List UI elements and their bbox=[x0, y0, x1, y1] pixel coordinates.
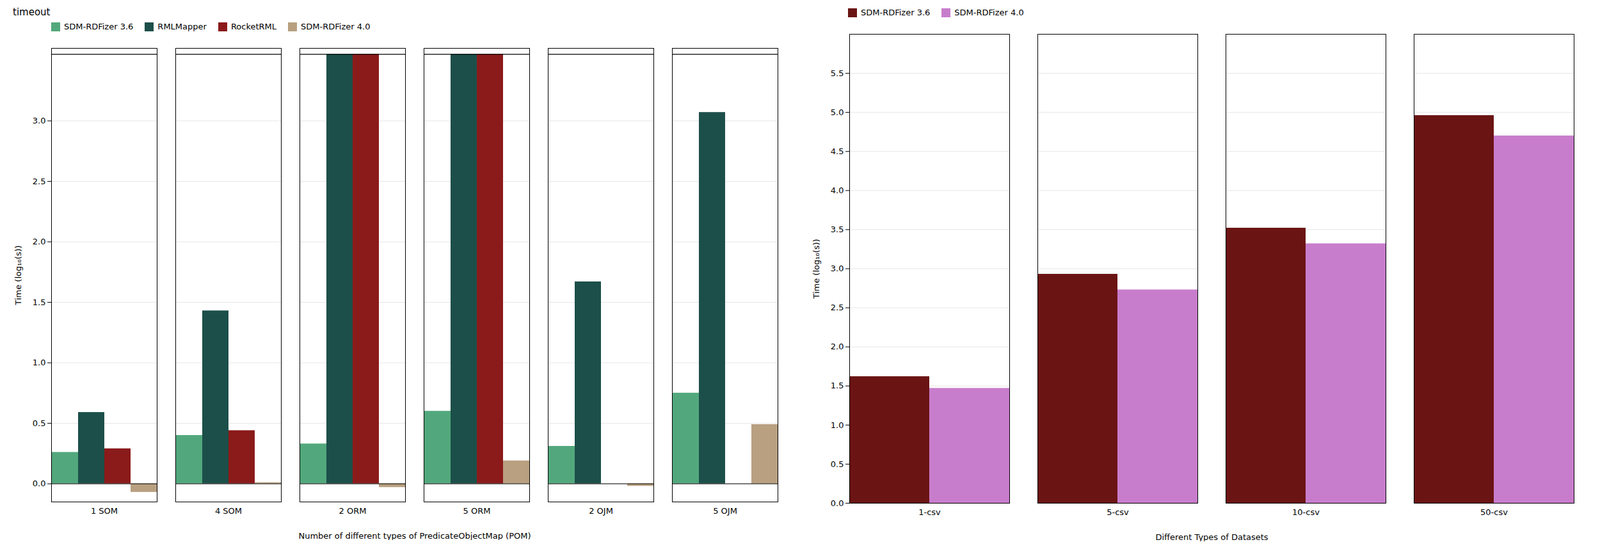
svg-text:4.5: 4.5 bbox=[830, 146, 845, 157]
svg-text:2.5: 2.5 bbox=[32, 176, 47, 187]
svg-text:5-csv: 5-csv bbox=[1106, 507, 1129, 518]
svg-text:1-csv: 1-csv bbox=[918, 507, 941, 518]
svg-text:2.0: 2.0 bbox=[32, 236, 47, 247]
html-text:SDM-RDFizer 3.6: SDM-RDFizer 3.6 bbox=[860, 7, 931, 18]
svg-text:2 ORM: 2 ORM bbox=[339, 506, 367, 516]
svg-text:1.5: 1.5 bbox=[32, 297, 47, 308]
svg-text:50-csv: 50-csv bbox=[1480, 507, 1508, 518]
svg-text:Different Types of Datasets: Different Types of Datasets bbox=[1155, 532, 1268, 543]
html-text:SDM-RDFizer 4.0: SDM-RDFizer 4.0 bbox=[300, 21, 371, 32]
html-text:RMLMapper: RMLMapper bbox=[157, 21, 207, 32]
svg-text:4.0: 4.0 bbox=[830, 185, 845, 196]
html-text:SDM-RDFizer 4.0: SDM-RDFizer 4.0 bbox=[954, 7, 1024, 18]
svg-text:2.5: 2.5 bbox=[830, 302, 845, 313]
svg-text:5 OJM: 5 OJM bbox=[712, 506, 738, 516]
svg-text:5.5: 5.5 bbox=[830, 68, 845, 79]
svg-text:0.5: 0.5 bbox=[32, 418, 47, 429]
svg-text:0.0: 0.0 bbox=[830, 498, 845, 509]
svg-text:0.5: 0.5 bbox=[830, 459, 845, 470]
svg-text:1.0: 1.0 bbox=[32, 357, 47, 368]
svg-text:0.0: 0.0 bbox=[32, 478, 47, 489]
svg-text:Time (log₁₀(s)): Time (log₁₀(s)) bbox=[811, 238, 822, 299]
svg-text:1.0: 1.0 bbox=[830, 419, 845, 430]
svg-text:5.0: 5.0 bbox=[830, 107, 845, 118]
html-text:timeout: timeout bbox=[12, 6, 51, 18]
svg-text:1 SOM: 1 SOM bbox=[90, 506, 118, 516]
svg-text:3.0: 3.0 bbox=[830, 263, 845, 274]
svg-text:10-csv: 10-csv bbox=[1292, 507, 1320, 518]
svg-text:1.5: 1.5 bbox=[830, 380, 845, 391]
svg-text:Number of different types of P: Number of different types of PredicateOb… bbox=[298, 531, 531, 541]
html-text:SDM-RDFizer 3.6: SDM-RDFizer 3.6 bbox=[64, 21, 134, 32]
svg-text:2 OJM: 2 OJM bbox=[588, 506, 614, 516]
html-text:RocketRML: RocketRML bbox=[230, 21, 277, 32]
svg-text:Time (log₁₀(s)): Time (log₁₀(s)) bbox=[13, 245, 24, 306]
svg-text:2.0: 2.0 bbox=[830, 341, 845, 352]
svg-text:3.0: 3.0 bbox=[32, 115, 47, 126]
svg-text:5 ORM: 5 ORM bbox=[463, 506, 491, 516]
svg-text:3.5: 3.5 bbox=[830, 224, 845, 235]
svg-text:4 SOM: 4 SOM bbox=[215, 506, 242, 516]
